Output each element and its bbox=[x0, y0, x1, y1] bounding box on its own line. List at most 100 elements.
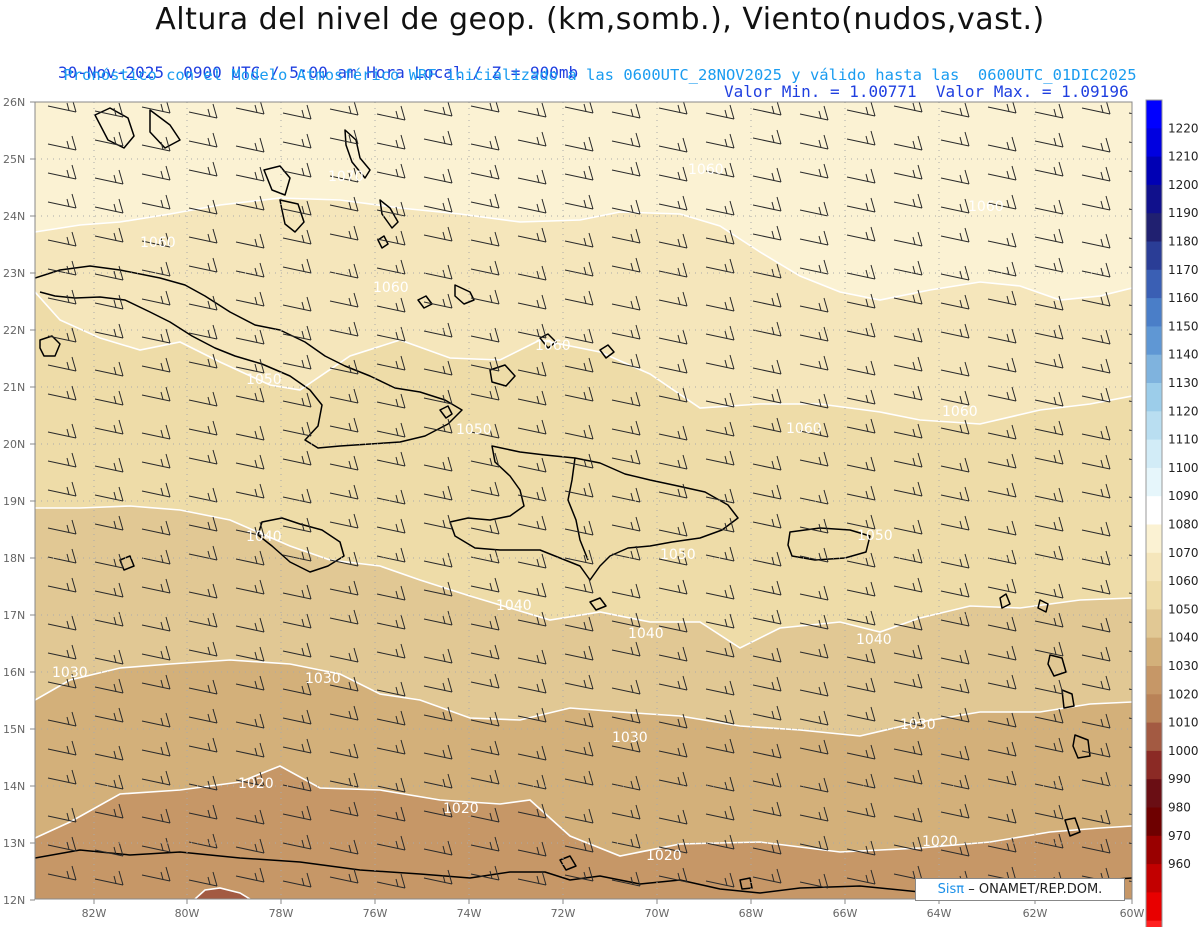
wind-barb bbox=[423, 840, 453, 856]
wind-barb bbox=[893, 548, 923, 564]
lon-tick-label: 76W bbox=[363, 907, 388, 920]
wind-barb bbox=[470, 711, 500, 727]
wind-barb bbox=[376, 873, 406, 889]
wind-barb bbox=[1081, 713, 1111, 729]
contour-label: 1020 bbox=[238, 776, 274, 792]
lesser-antilles-2 bbox=[999, 593, 1011, 609]
colorbar-label: 1000 bbox=[1168, 744, 1199, 758]
wind-barb bbox=[470, 836, 500, 852]
wind-barb bbox=[893, 231, 923, 247]
wind-barb bbox=[517, 774, 547, 790]
wind-barb bbox=[94, 198, 124, 214]
wind-barb bbox=[752, 772, 782, 788]
contour-label: 1060 bbox=[786, 421, 822, 437]
wind-barb bbox=[564, 328, 594, 344]
wind-barb bbox=[282, 325, 312, 341]
wind-barb bbox=[329, 647, 359, 663]
contour-label: 1040 bbox=[496, 598, 532, 614]
wind-barb bbox=[658, 195, 688, 211]
colorbar-label: 990 bbox=[1168, 772, 1191, 786]
wind-barb bbox=[141, 357, 171, 373]
colorbar-label: 1180 bbox=[1168, 235, 1199, 249]
wind-barb bbox=[282, 354, 312, 370]
isla-juventud-coast bbox=[39, 335, 61, 357]
wind-barb bbox=[188, 612, 218, 628]
lesser-antilles-4 bbox=[1061, 689, 1075, 709]
wind-barb bbox=[235, 742, 265, 758]
wind-barb bbox=[329, 263, 359, 279]
contour-label: 1040 bbox=[856, 632, 892, 648]
wind-barb bbox=[188, 545, 218, 561]
wind-barb bbox=[470, 356, 500, 372]
wind-barb bbox=[752, 580, 782, 596]
wind-barb bbox=[846, 264, 876, 280]
wind-barb bbox=[235, 166, 265, 182]
wind-barb bbox=[611, 103, 641, 119]
wind-barb bbox=[47, 231, 77, 247]
wind-barb bbox=[705, 133, 735, 149]
colorbar-label: 1170 bbox=[1168, 263, 1199, 277]
wind-barb bbox=[376, 835, 406, 851]
wind-barb bbox=[893, 711, 923, 727]
wind-barb bbox=[893, 423, 923, 439]
wind-barb bbox=[846, 360, 876, 376]
wind-barb bbox=[658, 867, 688, 883]
colorbar-label: 970 bbox=[1168, 829, 1191, 843]
wind-barb bbox=[329, 225, 359, 241]
colorbar-swatch bbox=[1146, 920, 1162, 927]
wind-barb bbox=[705, 258, 735, 274]
wind-barb bbox=[987, 165, 1017, 181]
wind-barb bbox=[705, 325, 735, 341]
wind-barb bbox=[705, 488, 735, 504]
wind-barb bbox=[423, 168, 453, 184]
wind-barb bbox=[376, 230, 406, 246]
lat-tick-label: 18N bbox=[3, 552, 25, 565]
wind-barb bbox=[987, 520, 1017, 536]
wind-barb bbox=[705, 104, 735, 120]
wind-barb bbox=[987, 616, 1017, 632]
wind-barb bbox=[282, 834, 312, 850]
cat-island bbox=[379, 199, 399, 229]
wind-barb bbox=[752, 801, 782, 817]
wind-barb bbox=[799, 681, 829, 697]
wind-barb bbox=[47, 102, 77, 113]
wind-barb bbox=[987, 357, 1017, 373]
wind-barb bbox=[376, 739, 406, 755]
wind-barb bbox=[423, 581, 453, 597]
wind-barb bbox=[1081, 166, 1111, 182]
wind-barb bbox=[282, 613, 312, 629]
islet-7 bbox=[589, 597, 607, 611]
wind-barb bbox=[940, 227, 970, 243]
wind-barb bbox=[893, 385, 923, 401]
wind-barb bbox=[799, 451, 829, 467]
contour-label-group: 1070 1060 1060 1060 1060 1050 1050 1060 … bbox=[52, 162, 1004, 864]
wind-barb bbox=[47, 740, 77, 756]
wind-barb bbox=[423, 706, 453, 722]
wind-barb bbox=[799, 355, 829, 371]
wind-barb bbox=[235, 195, 265, 211]
wind-barb bbox=[517, 390, 547, 406]
wind-barb bbox=[47, 807, 77, 823]
wind-barb bbox=[282, 680, 312, 696]
wind-barb bbox=[1081, 137, 1111, 153]
wind-barb bbox=[846, 552, 876, 568]
wind-barb bbox=[940, 323, 970, 339]
wind-barb bbox=[799, 739, 829, 755]
wind-barb bbox=[752, 196, 782, 212]
wind-barb bbox=[94, 323, 124, 339]
wind-barb bbox=[611, 324, 641, 340]
lon-tick-label: 80W bbox=[175, 907, 200, 920]
wind-barb bbox=[376, 518, 406, 534]
colorbar-label: 1010 bbox=[1168, 716, 1199, 730]
wind-barb bbox=[188, 583, 218, 599]
wind-barb bbox=[282, 872, 312, 888]
wind-barb bbox=[282, 392, 312, 408]
wind-barb bbox=[1081, 579, 1111, 595]
wind-barb bbox=[799, 297, 829, 313]
wind-barb bbox=[846, 840, 876, 856]
wind-barb bbox=[47, 423, 77, 439]
wind-barb bbox=[141, 808, 171, 824]
wind-barb bbox=[611, 199, 641, 215]
wind-barb bbox=[752, 359, 782, 375]
wind-barb bbox=[940, 803, 970, 819]
